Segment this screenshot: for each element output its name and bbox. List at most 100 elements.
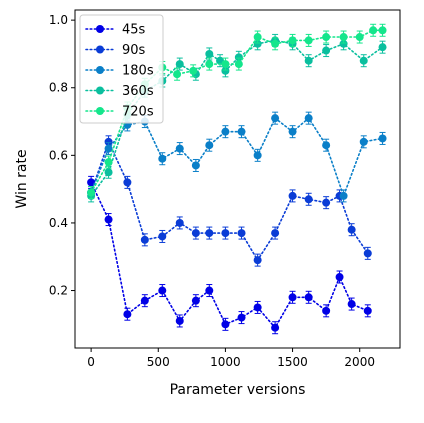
data-point <box>234 53 243 62</box>
data-point <box>339 33 348 42</box>
data-point <box>355 33 364 42</box>
data-point <box>347 225 356 234</box>
data-point <box>271 114 280 123</box>
data-point <box>175 144 184 153</box>
data-point <box>221 127 230 136</box>
series-line-180s <box>90 116 384 199</box>
data-point <box>123 178 132 187</box>
data-point <box>359 137 368 146</box>
data-point <box>205 229 214 238</box>
data-layer <box>87 23 387 335</box>
y-tick-label: 0.2 <box>49 284 68 298</box>
data-point <box>237 229 246 238</box>
data-point <box>87 188 96 197</box>
y-tick-label: 1.0 <box>49 13 68 27</box>
x-axis-label: Parameter versions <box>170 382 306 398</box>
x-tick-label: 1500 <box>277 355 308 369</box>
data-point <box>347 300 356 309</box>
x-tick-label: 2000 <box>344 355 375 369</box>
data-point <box>369 26 378 35</box>
y-tick-label: 0.6 <box>49 148 68 162</box>
legend-marker <box>96 66 104 74</box>
data-point <box>104 168 113 177</box>
data-point <box>237 127 246 136</box>
data-point <box>304 293 313 302</box>
legend-label: 180s <box>122 64 154 79</box>
data-point <box>221 60 230 69</box>
x-tick-label: 1000 <box>210 355 241 369</box>
legend-label: 720s <box>122 105 154 120</box>
data-point <box>359 56 368 65</box>
series-45s <box>87 175 372 335</box>
data-point <box>123 310 132 319</box>
legend-marker <box>96 25 104 33</box>
data-point <box>205 141 214 150</box>
legend-label: 90s <box>122 43 146 58</box>
series-90s <box>87 135 372 267</box>
data-point <box>363 306 372 315</box>
data-point <box>205 286 214 295</box>
data-point <box>175 60 184 69</box>
legend-marker <box>96 107 104 115</box>
data-point <box>104 144 113 153</box>
y-tick-label: 0.4 <box>49 216 68 230</box>
data-point <box>140 235 149 244</box>
data-point <box>158 232 167 241</box>
data-point <box>271 229 280 238</box>
data-point <box>304 56 313 65</box>
data-point <box>104 158 113 167</box>
data-point <box>173 70 182 79</box>
data-point <box>335 273 344 282</box>
legend-label: 360s <box>122 84 154 99</box>
data-point <box>104 215 113 224</box>
data-point <box>140 296 149 305</box>
data-point <box>322 306 331 315</box>
data-point <box>322 198 331 207</box>
data-point <box>221 320 230 329</box>
data-point <box>253 303 262 312</box>
data-point <box>189 66 198 75</box>
data-point <box>191 229 200 238</box>
data-point <box>158 286 167 295</box>
legend-marker <box>96 45 104 54</box>
data-point <box>253 256 262 265</box>
data-point <box>339 39 348 48</box>
legend-marker <box>96 86 104 95</box>
plot-frame <box>74 9 401 349</box>
data-point <box>288 36 297 45</box>
data-point <box>234 60 243 69</box>
data-point <box>175 316 184 325</box>
data-point <box>378 43 387 52</box>
data-point <box>158 154 167 163</box>
series-720s <box>87 23 387 200</box>
data-point <box>288 191 297 200</box>
data-point <box>288 127 297 136</box>
y-tick-label: 0.8 <box>49 81 68 95</box>
data-point <box>191 161 200 170</box>
series-180s <box>87 111 387 203</box>
data-point <box>221 66 230 75</box>
y-axis-label: Win rate <box>14 149 30 208</box>
data-point <box>322 33 331 42</box>
data-point <box>175 218 184 227</box>
data-point <box>253 151 262 160</box>
data-point <box>304 195 313 204</box>
data-point <box>304 114 313 123</box>
data-point <box>221 229 230 238</box>
data-point <box>378 26 387 35</box>
data-point <box>288 293 297 302</box>
x-tick-label: 500 <box>147 355 170 369</box>
legend: 45s 90s 180s 360s 720s <box>79 14 164 124</box>
axes-layer: 0 500 1000 1500 2000 0.2 0.4 0.6 0.8 1.0 <box>49 13 375 369</box>
data-point <box>253 33 262 42</box>
data-point <box>322 141 331 150</box>
data-point <box>271 39 280 48</box>
data-point <box>322 46 331 55</box>
data-point <box>237 313 246 322</box>
data-point <box>205 60 214 69</box>
legend-box <box>79 14 164 124</box>
data-point <box>253 39 262 48</box>
data-point <box>271 323 280 332</box>
